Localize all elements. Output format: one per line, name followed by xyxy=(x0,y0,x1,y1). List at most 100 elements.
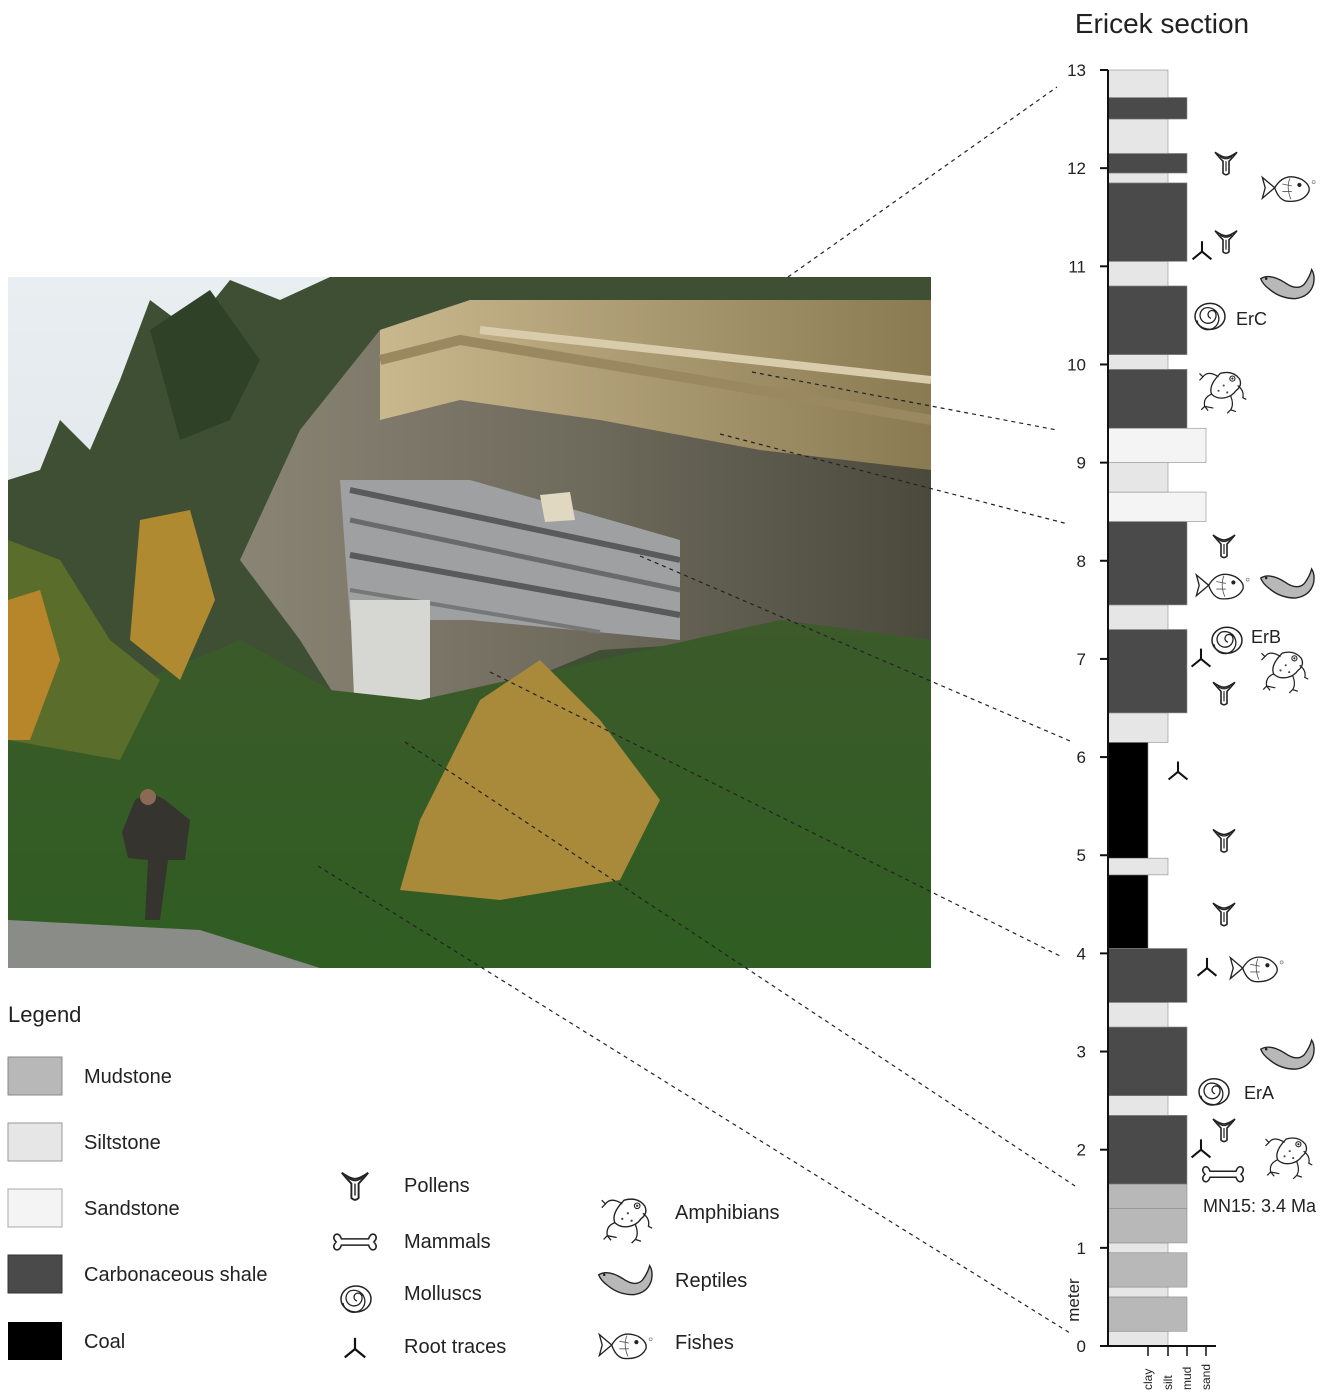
snail-shell-icon xyxy=(1211,626,1243,655)
coal-swatch xyxy=(8,1322,62,1360)
y-tick-label: 12 xyxy=(1067,159,1086,178)
root-trace-icon xyxy=(1191,240,1213,261)
legend-label-mudstone: Mudstone xyxy=(84,1066,172,1088)
layer-siltstone xyxy=(1107,604,1169,630)
correlation-line xyxy=(639,555,1071,742)
carbonaceous-shale-swatch xyxy=(7,1254,63,1294)
y-tick-label: 3 xyxy=(1077,1043,1086,1062)
legend-label-coal: Coal xyxy=(84,1331,125,1353)
section-title: Ericek section xyxy=(1075,8,1249,39)
legend-label-mammals: Mammals xyxy=(404,1231,491,1253)
correlation-line xyxy=(489,671,1061,957)
layer-mudstone xyxy=(1107,1208,1188,1244)
layer-siltstone xyxy=(1107,354,1169,370)
bone-icon xyxy=(332,1233,378,1251)
layer-mudstone xyxy=(1107,1252,1188,1288)
pollen-icon xyxy=(1212,1118,1236,1143)
layer-carbonaceous-shale xyxy=(1107,182,1188,262)
legend-label-amphibians: Amphibians xyxy=(675,1202,780,1224)
layer-siltstone xyxy=(1107,1286,1169,1298)
snake-icon xyxy=(1260,268,1315,300)
grain-size-axis: clay silt mud sand xyxy=(1108,1345,1216,1390)
legend-label-fishes: Fishes xyxy=(675,1332,734,1354)
snake-icon xyxy=(1260,1039,1315,1070)
root-trace-icon xyxy=(343,1336,367,1359)
layer-siltstone xyxy=(1107,172,1169,184)
fish-icon xyxy=(1195,573,1250,600)
pollen-icon xyxy=(1212,828,1236,853)
layer-carbonaceous-shale xyxy=(1107,369,1188,429)
pollen-icon xyxy=(340,1171,370,1201)
root-trace-icon xyxy=(1190,647,1212,668)
layer-carbonaceous-shale xyxy=(1107,521,1188,606)
y-tick-label: 5 xyxy=(1077,846,1086,865)
fish-icon xyxy=(1229,956,1284,983)
correlation-lines xyxy=(317,86,1076,1334)
correlation-line xyxy=(317,865,1071,1334)
mudstone-swatch xyxy=(7,1056,63,1096)
legend-label-pollens: Pollens xyxy=(404,1175,470,1197)
root-trace-icon xyxy=(1167,760,1189,781)
pollen-icon xyxy=(1212,681,1236,706)
correlation-line xyxy=(719,433,1069,525)
layer-siltstone xyxy=(1107,712,1169,743)
pollen-icon xyxy=(1212,902,1236,927)
grain-size-label-clay: clay xyxy=(1141,1369,1155,1390)
layer-sandstone xyxy=(1107,491,1207,522)
legend-label-reptiles: Reptiles xyxy=(675,1270,747,1292)
pollen-icon xyxy=(1214,151,1238,176)
y-tick-label: 8 xyxy=(1077,552,1086,571)
layer-siltstone xyxy=(1107,261,1169,287)
bone-icon xyxy=(1201,1165,1245,1183)
layer-carbonaceous-shale xyxy=(1107,1026,1188,1097)
frog-icon xyxy=(601,1198,653,1244)
legend-title: Legend xyxy=(8,1002,81,1027)
snail-shell-icon xyxy=(340,1285,372,1314)
legend-label-siltstone: Siltstone xyxy=(84,1132,161,1154)
layer-siltstone xyxy=(1107,1002,1169,1028)
y-tick-label: 13 xyxy=(1067,61,1086,80)
layer-siltstone xyxy=(1107,857,1169,876)
legend-item-carbonaceous-shale: Carbonaceous shale xyxy=(7,1254,267,1294)
layer-siltstone xyxy=(1107,462,1169,493)
legend-item-coal: Coal xyxy=(8,1322,125,1360)
sandstone-swatch xyxy=(7,1188,63,1228)
legend-item-siltstone: Siltstone xyxy=(7,1122,161,1162)
layer-mudstone xyxy=(1107,1183,1188,1209)
y-tick-label: 9 xyxy=(1077,454,1086,473)
legend-label-sandstone: Sandstone xyxy=(84,1198,180,1220)
y-tick-label: 10 xyxy=(1067,355,1086,374)
layer-sandstone xyxy=(1107,427,1207,463)
sample-label-erc: ErC xyxy=(1236,309,1267,329)
legend-item-sandstone: Sandstone xyxy=(7,1188,180,1228)
frog-icon xyxy=(1260,651,1309,694)
layer-carbonaceous-shale xyxy=(1107,285,1188,355)
column-layers xyxy=(1107,69,1207,1347)
layer-carbonaceous-shale xyxy=(1107,629,1188,714)
pollen-icon xyxy=(1212,534,1236,559)
legend-label-molluscs: Molluscs xyxy=(404,1283,482,1305)
layer-coal xyxy=(1107,742,1149,859)
correlation-line xyxy=(404,741,1076,1187)
y-tick-label: 11 xyxy=(1068,257,1086,276)
legend-fossils: Pollens Mammals Molluscs Root traces Amp… xyxy=(332,1171,780,1360)
layer-carbonaceous-shale xyxy=(1107,153,1188,174)
root-trace-icon xyxy=(1196,956,1218,977)
y-tick-label: 6 xyxy=(1077,748,1086,767)
snake-icon xyxy=(598,1264,653,1296)
grain-size-label-sand: sand xyxy=(1199,1364,1213,1390)
fish-icon xyxy=(598,1333,653,1360)
y-tick-label: 7 xyxy=(1077,650,1086,669)
layer-siltstone xyxy=(1107,1242,1169,1254)
legend-lithologies: Mudstone Siltstone Sandstone Carbonaceou… xyxy=(7,1056,267,1360)
layer-carbonaceous-shale xyxy=(1107,97,1188,120)
frog-icon xyxy=(1198,371,1247,414)
correlation-line xyxy=(751,371,1058,431)
correlation-line xyxy=(787,86,1058,278)
fossil-occurrences xyxy=(1167,151,1316,1183)
pollen-icon xyxy=(1214,229,1238,255)
outcrop-photo xyxy=(8,277,931,968)
y-tick-label: 4 xyxy=(1077,944,1086,963)
